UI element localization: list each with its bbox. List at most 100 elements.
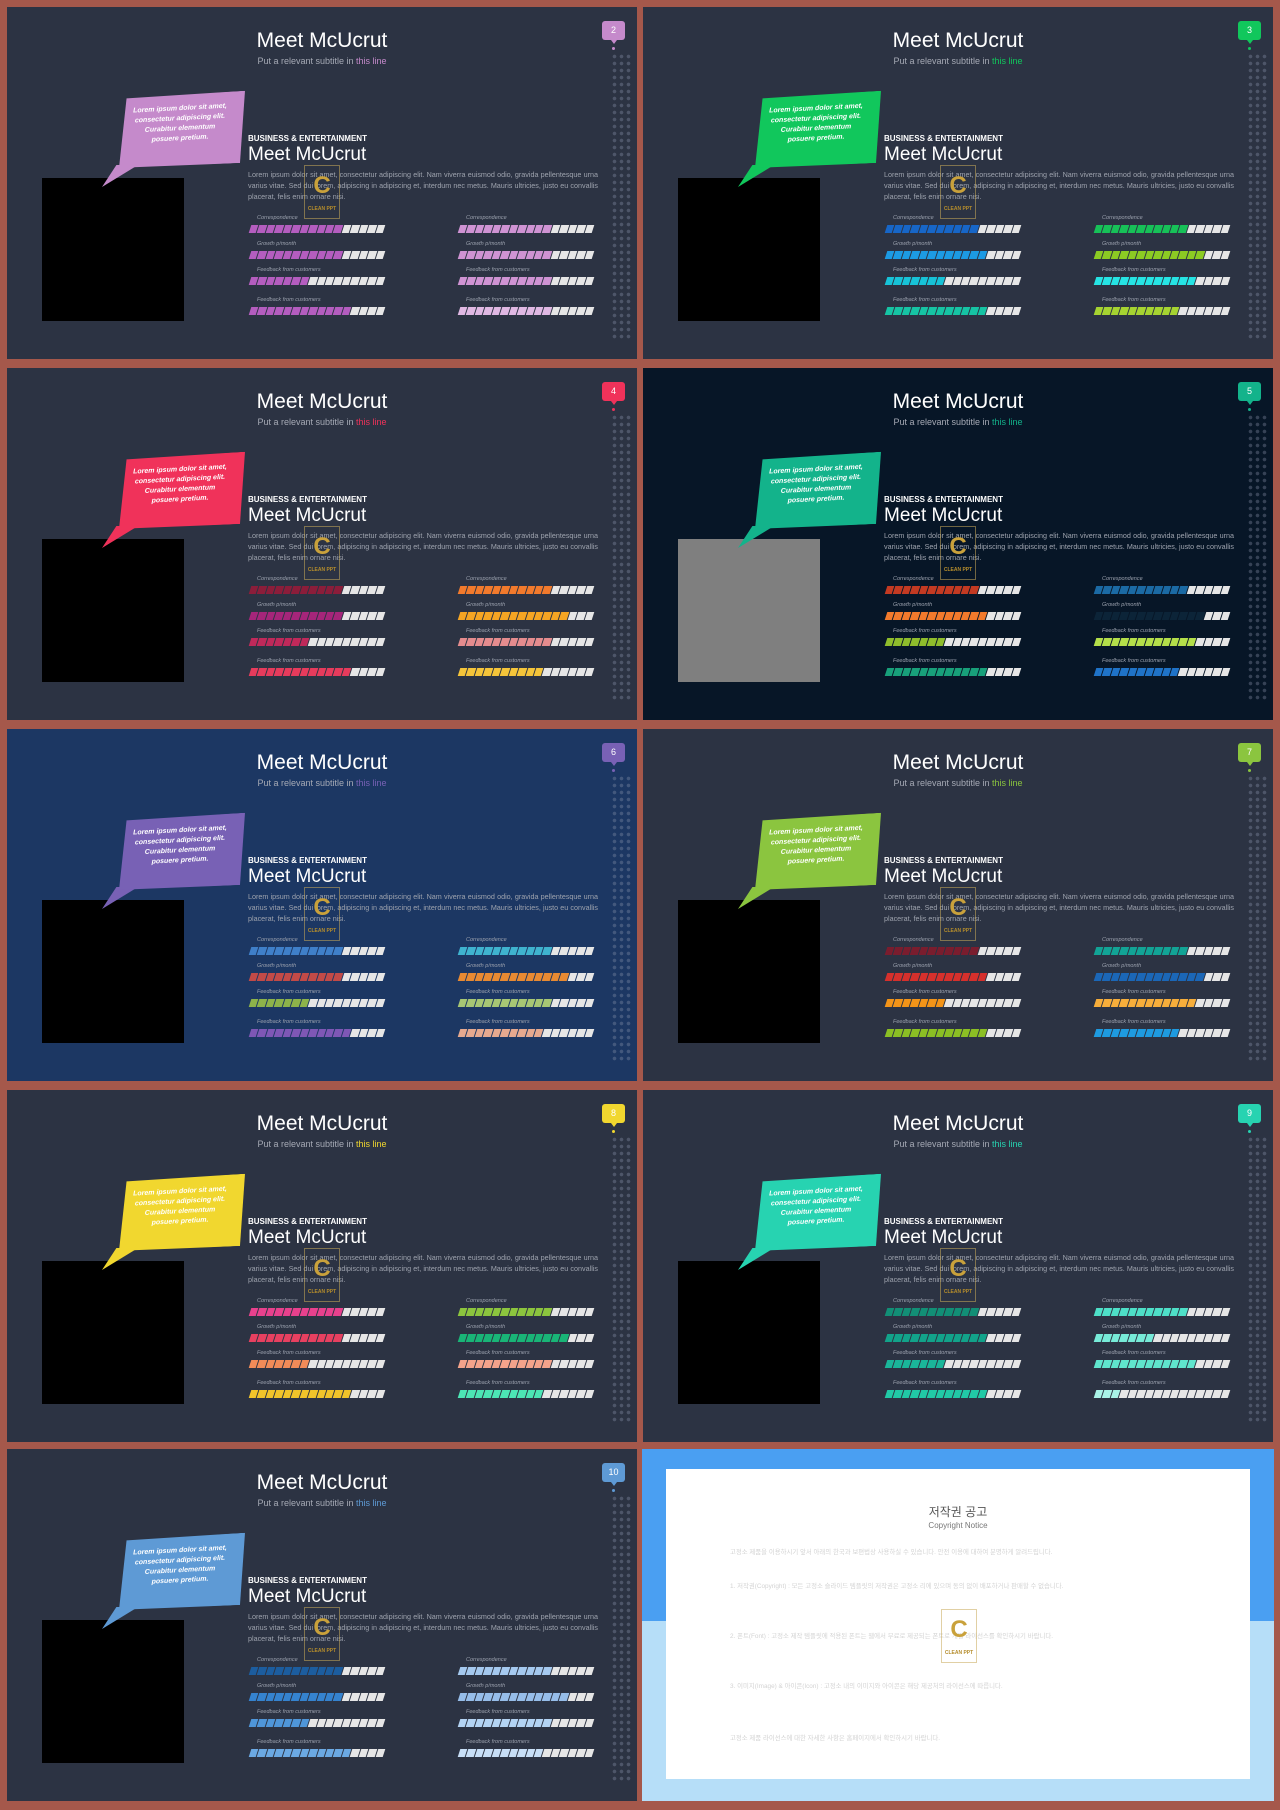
bar-segment [584, 668, 595, 676]
dot-pattern [611, 1136, 633, 1422]
slide: 7 Meet McUcrut Put a relevant subtitle in … [643, 729, 1273, 1081]
bar-segment [375, 1693, 386, 1701]
progress-bar [884, 947, 1022, 955]
photo-placeholder [42, 900, 184, 1043]
skill-label: Feedback from customers [893, 1380, 957, 1386]
subtitle-highlight: this line [992, 417, 1023, 427]
progress-bar [457, 638, 595, 646]
page-title: Meet McUcrut [892, 390, 1024, 413]
progress-bar [884, 612, 1022, 620]
skill-bar: Feedback from customers [457, 1350, 595, 1374]
bar-segment [375, 586, 386, 594]
logo-letter: C [313, 1255, 331, 1282]
bar-segment [584, 251, 595, 259]
bar-segment [1011, 225, 1022, 233]
subtitle-highlight: this line [356, 417, 387, 427]
bar-segment [375, 1029, 386, 1037]
skill-label: Feedback from customers [466, 297, 530, 303]
skill-bar: Feedback from customers [248, 1019, 386, 1043]
section-label: BUSINESS & ENTERTAINMENT [884, 1217, 1003, 1226]
copyright-paragraph: 2. 폰트(Font) : 고정소 제작 템플릿에 적용된 폰트는 웹에서 무료… [730, 1633, 1054, 1640]
dot-pattern [1247, 1136, 1269, 1422]
skill-label: Growth p/month [893, 963, 933, 969]
skill-label: Feedback from customers [466, 1739, 530, 1745]
subtitle-highlight: this line [356, 1139, 387, 1149]
skill-label: Correspondence [257, 1298, 298, 1304]
skill-label: Correspondence [893, 576, 934, 582]
progress-bar [457, 586, 595, 594]
skill-label: Correspondence [466, 215, 507, 221]
progress-bar [248, 586, 386, 594]
logo-text: CLEAN PPT [307, 1289, 337, 1295]
skill-label: Feedback from customers [466, 989, 530, 995]
progress-bar [1093, 307, 1231, 315]
progress-bar [1093, 999, 1231, 1007]
skill-bar: Feedback from customers [457, 658, 595, 682]
section-label: BUSINESS & ENTERTAINMENT [884, 495, 1003, 504]
speech-bubble: Lorem ipsum dolor sit amet, consectetur … [119, 91, 245, 170]
bar-segment [375, 1719, 386, 1727]
bar-segment [375, 638, 386, 646]
logo-text: CLEAN PPT [943, 928, 973, 934]
skill-bar: Correspondence [248, 1298, 386, 1322]
logo-letter: C [949, 172, 967, 199]
skill-bar: Feedback from customers [248, 1739, 386, 1763]
skill-label: Feedback from customers [1102, 658, 1166, 664]
logo-text: CLEAN PPT [943, 1289, 973, 1295]
skill-label: Feedback from customers [466, 1380, 530, 1386]
photo-placeholder [678, 900, 820, 1043]
progress-bar [884, 586, 1022, 594]
skill-bar: Feedback from customers [1093, 1380, 1231, 1404]
skill-label: Feedback from customers [257, 297, 321, 303]
skill-bar: Feedback from customers [457, 297, 595, 321]
section-heading: Meet McUcrut [884, 505, 1003, 526]
skill-label: Correspondence [1102, 1298, 1143, 1304]
skill-label: Feedback from customers [893, 267, 957, 273]
bar-segment [1220, 307, 1231, 315]
bar-segment [584, 225, 595, 233]
skill-bar: Feedback from customers [884, 989, 1022, 1013]
progress-bar [884, 251, 1022, 259]
skill-label: Correspondence [1102, 215, 1143, 221]
progress-bar [457, 225, 595, 233]
page-title: Meet McUcrut [892, 751, 1024, 774]
skill-bar: Correspondence [1093, 215, 1231, 239]
bar-segment [1220, 999, 1231, 1007]
skill-label: Correspondence [893, 215, 934, 221]
subtitle-highlight: this line [992, 1139, 1023, 1149]
slide-number-badge: 8 [602, 1104, 625, 1127]
bar-segment [1220, 277, 1231, 285]
progress-bar [248, 1667, 386, 1675]
progress-bar [1093, 947, 1231, 955]
skill-label: Growth p/month [257, 1324, 297, 1330]
logo-letter: C [313, 1614, 331, 1641]
badge-dot [612, 47, 615, 50]
logo-text: CLEAN PPT [943, 567, 973, 573]
dot-pattern [611, 53, 633, 339]
slide-number-badge: 3 [1238, 21, 1261, 44]
skill-bar: Feedback from customers [884, 267, 1022, 291]
page-subtitle: Put a relevant subtitle in this line [7, 56, 637, 66]
skill-bar: Correspondence [457, 215, 595, 239]
section-heading: Meet McUcrut [248, 505, 367, 526]
copyright-paragraph: 1. 저작권(Copyright) : 모든 고정소 슬라이드 템플릿의 저작권… [730, 1583, 1064, 1590]
bar-segment [1011, 999, 1022, 1007]
subtitle-text: Put a relevant subtitle in [893, 417, 993, 427]
subtitle-text: Put a relevant subtitle in [893, 778, 993, 788]
bar-segment [584, 277, 595, 285]
section-label: BUSINESS & ENTERTAINMENT [248, 134, 367, 143]
progress-bar [457, 612, 595, 620]
skill-bar: Growth p/month [457, 602, 595, 626]
badge-dot [1248, 408, 1251, 411]
skill-label: Feedback from customers [1102, 1019, 1166, 1025]
skill-label: Correspondence [466, 937, 507, 943]
dot-pattern [1247, 53, 1269, 339]
skill-label: Correspondence [466, 576, 507, 582]
skill-bar: Feedback from customers [248, 989, 386, 1013]
progress-bar [884, 999, 1022, 1007]
progress-bar [248, 1719, 386, 1727]
photo-placeholder [42, 1261, 184, 1404]
progress-bar [884, 973, 1022, 981]
progress-bar [457, 1667, 595, 1675]
progress-bar [248, 251, 386, 259]
